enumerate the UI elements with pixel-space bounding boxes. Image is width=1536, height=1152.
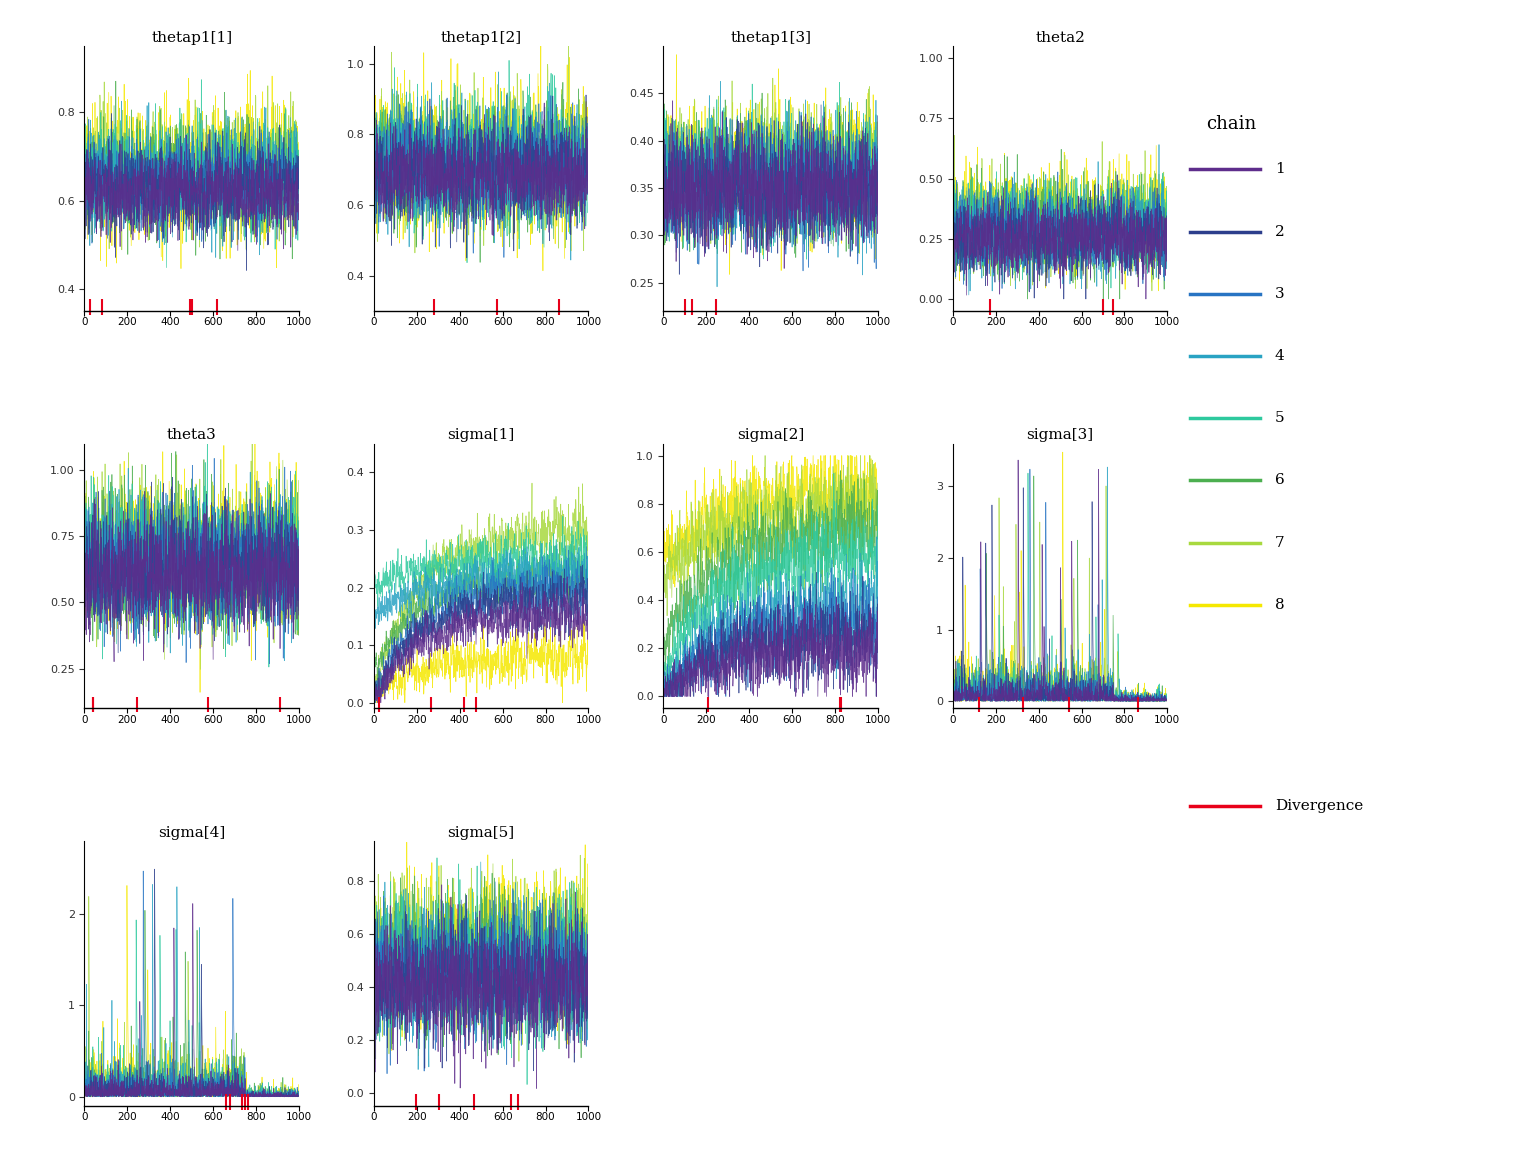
Title: sigma[2]: sigma[2] [737, 429, 805, 442]
Title: sigma[1]: sigma[1] [447, 429, 515, 442]
Text: 6: 6 [1275, 473, 1284, 487]
Text: 3: 3 [1275, 287, 1284, 301]
Title: theta2: theta2 [1035, 31, 1084, 45]
Title: thetap1[1]: thetap1[1] [151, 31, 232, 45]
Text: 8: 8 [1275, 598, 1284, 612]
Title: sigma[4]: sigma[4] [158, 826, 226, 840]
Title: thetap1[3]: thetap1[3] [730, 31, 811, 45]
Text: Divergence: Divergence [1275, 799, 1362, 813]
Text: chain: chain [1206, 115, 1256, 134]
Text: 2: 2 [1275, 225, 1284, 238]
Title: thetap1[2]: thetap1[2] [441, 31, 522, 45]
Text: 4: 4 [1275, 349, 1284, 363]
Title: sigma[3]: sigma[3] [1026, 429, 1094, 442]
Text: 5: 5 [1275, 411, 1284, 425]
Title: theta3: theta3 [167, 429, 217, 442]
Text: 1: 1 [1275, 162, 1284, 176]
Title: sigma[5]: sigma[5] [447, 826, 515, 840]
Text: 7: 7 [1275, 536, 1284, 550]
